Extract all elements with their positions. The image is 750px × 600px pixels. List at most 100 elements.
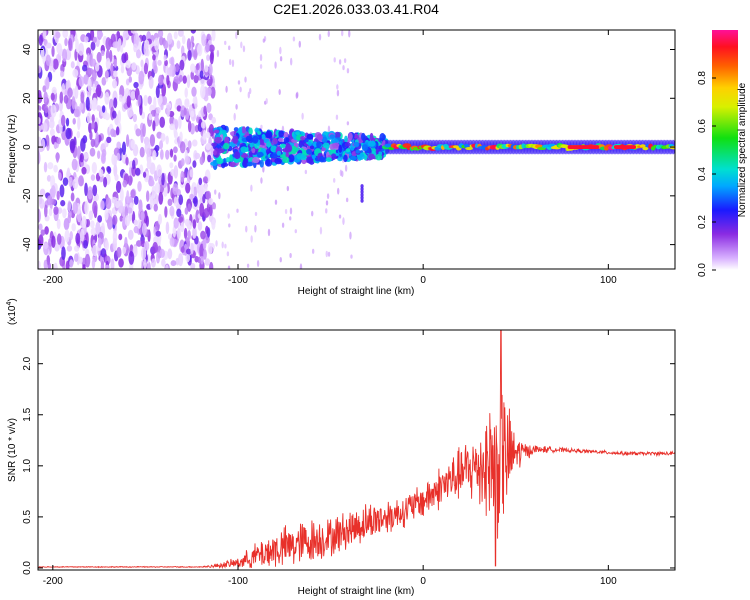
spectrogram-cell — [306, 133, 314, 140]
spectrogram-cell — [155, 85, 160, 99]
spectrogram-cell — [642, 146, 649, 151]
spectrogram-cell — [204, 258, 211, 266]
spectrogram-cell — [210, 86, 216, 99]
spectrogram-cell — [225, 157, 231, 163]
spectrogram-cell — [274, 61, 277, 69]
spectrogram-cell — [205, 225, 209, 234]
spectrogram-cell — [154, 37, 160, 51]
spectrogram-cell — [38, 65, 42, 74]
spectrogram-cell — [190, 262, 196, 269]
spectrogram-cell — [97, 237, 102, 249]
spectrogram-cell — [148, 179, 155, 187]
spectrogram-cell — [211, 30, 216, 42]
spectrogram-cell — [130, 139, 136, 150]
spectrogram-cell — [122, 179, 128, 188]
spectrogram-cell — [335, 114, 339, 120]
spectrogram-cell — [115, 180, 122, 194]
spectrogram-cell — [165, 135, 169, 145]
spectrogram-cell — [56, 190, 60, 201]
spectrogram-cell — [338, 59, 342, 65]
x-tick-label: 100 — [600, 275, 617, 286]
spectrogram-cell — [199, 70, 204, 79]
spectrogram-cell — [336, 187, 340, 195]
spectrogram-cell — [47, 162, 54, 170]
spectrogram-cell — [155, 251, 161, 264]
spectrogram-cell — [81, 215, 87, 229]
spectrogram-cell — [272, 137, 278, 145]
spectrogram-cell — [53, 164, 58, 173]
spectrogram-cell — [158, 74, 164, 86]
spectrogram-cell — [56, 233, 62, 245]
spectrogram-cell — [125, 134, 130, 147]
spectrogram-cell — [228, 58, 232, 66]
spectrogram-cell — [463, 143, 470, 148]
spectrogram-cell — [223, 142, 230, 150]
spectrogram-cell — [130, 30, 137, 34]
spectrogram-cell — [465, 147, 473, 151]
spectrogram-cell — [325, 250, 328, 258]
spectrogram-cell — [96, 105, 102, 112]
spectrogram-cell — [187, 49, 192, 61]
spectrogram-cell — [160, 132, 166, 142]
spectrogram-cell — [98, 169, 104, 178]
spectrogram-cell — [344, 142, 351, 147]
spectrogram-cell — [224, 136, 230, 145]
spectrogram-cell — [246, 263, 250, 268]
spectrogram-cell — [265, 130, 273, 139]
spectrogram-cell — [149, 196, 154, 210]
spectrogram-cell — [89, 220, 95, 229]
spectrogram-cell — [214, 189, 217, 195]
spectrogram-cell — [233, 112, 236, 121]
spectrogram-cell — [199, 197, 204, 204]
spectrogram-cell — [279, 256, 282, 263]
spectrogram-cell — [82, 64, 88, 72]
spectrogram-cell — [290, 146, 298, 155]
spectrogram-cell — [143, 94, 148, 107]
spectrogram-cell — [169, 148, 174, 158]
spectrogram-cell — [153, 96, 157, 111]
spectrogram-cell — [153, 64, 158, 74]
spectrogram-cell — [173, 196, 178, 207]
spectrogram-cell — [325, 200, 329, 206]
spectrogram-cell — [92, 184, 98, 197]
spectrogram-cell — [360, 198, 364, 203]
spectrogram-cell — [209, 261, 214, 269]
spectrogram-cell — [38, 136, 42, 145]
spectrogram-cell — [104, 91, 110, 105]
spectrogram-cell — [189, 193, 194, 200]
spectrogram-cell — [202, 237, 207, 250]
spectrogram-cell — [45, 54, 51, 67]
spectrogram-cell — [80, 91, 85, 105]
spectrogram-cell — [316, 141, 322, 148]
spectrogram-cell — [200, 230, 206, 240]
spectrogram-cell — [207, 154, 212, 163]
spectrogram-cell — [360, 195, 364, 200]
spectrogram-cell — [93, 97, 98, 110]
spectrogram-cell — [164, 59, 168, 66]
spectrogram-cell — [59, 70, 64, 78]
spectrogram-cell — [40, 48, 45, 60]
spectrogram-cell — [176, 228, 181, 239]
spectrogram-cell — [86, 47, 92, 56]
spectrogram-cell — [159, 248, 165, 259]
spectrogram-cell — [338, 144, 343, 153]
spectrogram-cell — [279, 143, 287, 149]
spectrogram-cell — [66, 167, 71, 179]
spectrogram-cell — [107, 166, 112, 174]
spectrogram-cell — [183, 107, 187, 116]
spectrogram-cell — [148, 75, 154, 89]
spectrogram-cell — [360, 184, 364, 189]
spectrogram-cell — [192, 96, 197, 105]
spectrogram-cell — [143, 240, 150, 251]
spectrogram-cell — [161, 258, 166, 267]
spectrogram-cell — [321, 136, 328, 144]
spectrogram-cell — [208, 197, 214, 205]
spectrogram-cell — [50, 92, 55, 101]
spectrogram-cell — [82, 264, 86, 269]
spectrogram-cell — [178, 252, 184, 267]
spectrogram-cell — [193, 74, 199, 84]
spectrogram-cell — [199, 202, 205, 217]
spectrogram-cell — [346, 121, 350, 126]
spectrogram-cell — [43, 91, 48, 103]
